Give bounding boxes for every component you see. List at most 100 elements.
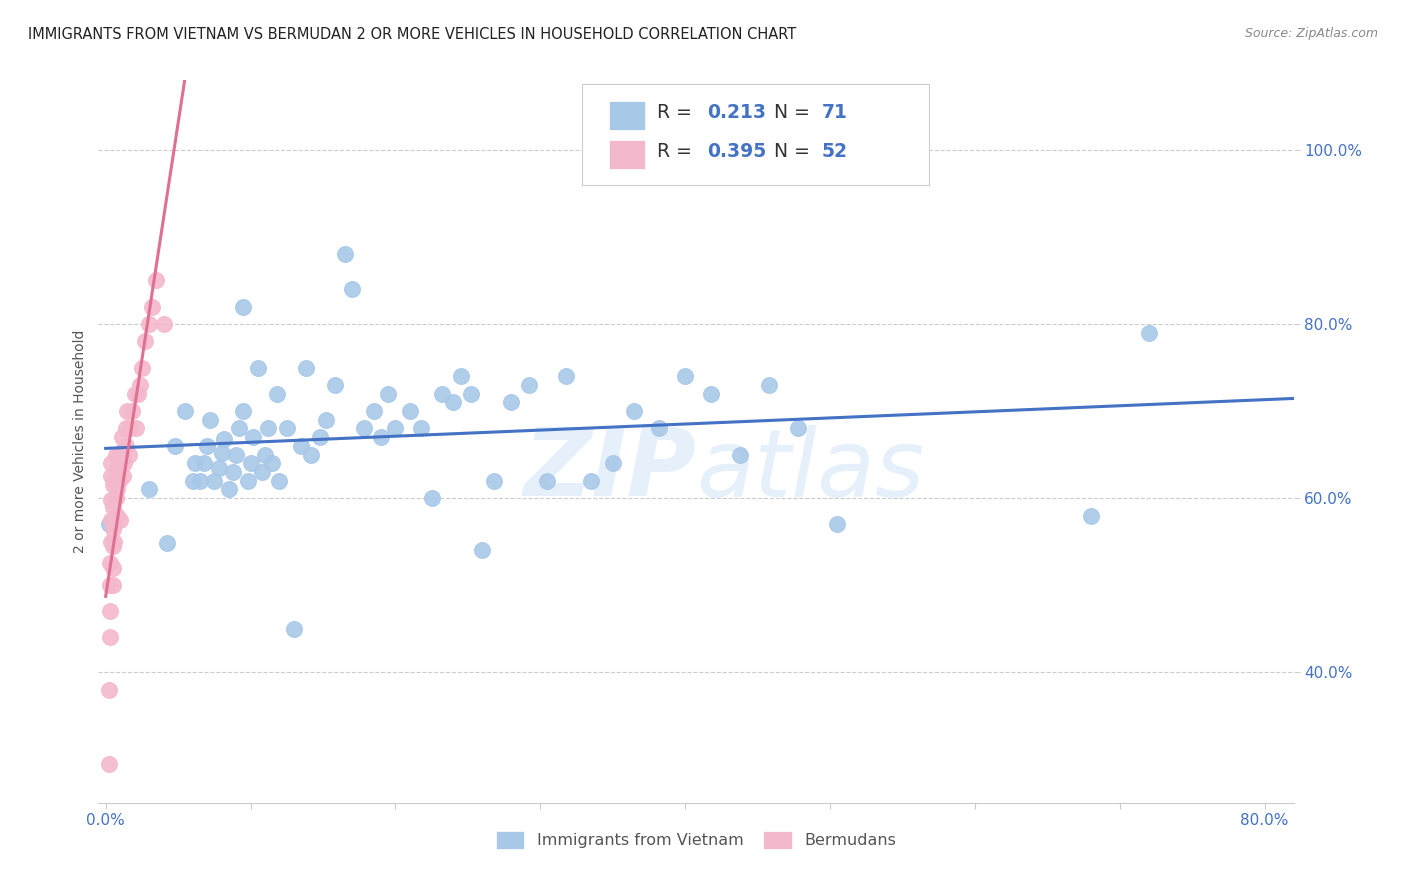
Point [101, 500, 124, 514]
Point [250, 465, 273, 479]
Point [728, 448, 751, 462]
Point [101, 522, 124, 536]
Point [104, 448, 127, 462]
Point [152, 317, 174, 331]
Point [276, 421, 298, 435]
Point [121, 404, 143, 418]
Point [211, 446, 233, 460]
Point [101, 478, 124, 492]
Point [184, 456, 207, 470]
Point [482, 474, 505, 488]
Bar [609, 140, 644, 169]
Point [208, 460, 231, 475]
Point [283, 622, 305, 636]
Point [825, 517, 848, 532]
Point [120, 421, 142, 435]
Point [758, 378, 780, 392]
Point [134, 334, 156, 349]
Point [107, 448, 129, 462]
Point [100, 492, 122, 507]
Point [246, 360, 269, 375]
Point [193, 456, 215, 470]
Point [536, 474, 558, 488]
Text: IMMIGRANTS FROM VIETNAM VS BERMUDAN 2 OR MORE VEHICLES IN HOUSEHOLD CORRELATION : IMMIGRANTS FROM VIETNAM VS BERMUDAN 2 OR… [28, 27, 796, 42]
Point [323, 378, 346, 392]
Text: ZIP: ZIP [523, 425, 696, 516]
Point [501, 395, 523, 409]
Point [290, 439, 312, 453]
Point [112, 469, 135, 483]
Point [232, 300, 254, 314]
Point [700, 386, 723, 401]
Point [239, 456, 262, 470]
Point [673, 369, 696, 384]
Y-axis label: 2 or more Vehicles in Household: 2 or more Vehicles in Household [73, 330, 87, 553]
Point [441, 395, 464, 409]
Point [98, 631, 121, 645]
Point [1080, 508, 1102, 523]
Point [188, 474, 211, 488]
Point [115, 421, 138, 435]
Point [198, 413, 221, 427]
Point [309, 430, 332, 444]
Point [98, 557, 121, 571]
Point [138, 317, 160, 331]
Text: 0.395: 0.395 [707, 143, 766, 161]
Point [103, 474, 125, 488]
Point [315, 413, 337, 427]
Point [450, 369, 472, 384]
Point [101, 578, 124, 592]
Point [340, 282, 363, 296]
Bar [609, 101, 644, 130]
Point [101, 539, 124, 553]
Point [333, 247, 356, 261]
Text: 71: 71 [821, 103, 848, 122]
Point [127, 386, 149, 401]
Point [648, 421, 671, 435]
Point [623, 404, 645, 418]
Point [430, 386, 453, 401]
Point [262, 456, 284, 470]
Text: R =: R = [657, 143, 697, 161]
Point [411, 421, 433, 435]
Point [242, 430, 264, 444]
Point [129, 378, 152, 392]
Point [399, 404, 422, 418]
Point [114, 456, 136, 470]
Point [214, 432, 236, 446]
Point [218, 483, 240, 497]
Point [174, 404, 197, 418]
Text: 0.213: 0.213 [707, 103, 766, 122]
Text: N =: N = [773, 143, 815, 161]
Point [202, 474, 225, 488]
Point [266, 386, 288, 401]
Point [97, 682, 120, 697]
Point [101, 561, 124, 575]
Point [125, 421, 148, 435]
Point [141, 300, 163, 314]
Point [269, 474, 291, 488]
Text: R =: R = [657, 103, 697, 122]
Point [107, 474, 129, 488]
Text: atlas: atlas [696, 425, 924, 516]
Point [517, 378, 540, 392]
Point [117, 404, 139, 418]
Point [103, 534, 125, 549]
Text: 52: 52 [821, 143, 848, 161]
Point [384, 421, 406, 435]
Text: Source: ZipAtlas.com: Source: ZipAtlas.com [1244, 27, 1378, 40]
Point [299, 448, 322, 462]
Text: N =: N = [773, 103, 815, 122]
Point [420, 491, 443, 505]
Point [97, 756, 120, 771]
Point [112, 443, 135, 458]
Point [118, 448, 141, 462]
Point [602, 456, 624, 470]
Point [579, 474, 602, 488]
Point [787, 421, 810, 435]
Point [236, 474, 259, 488]
Point [105, 460, 128, 475]
Point [294, 360, 316, 375]
Point [105, 508, 128, 523]
Point [138, 483, 160, 497]
